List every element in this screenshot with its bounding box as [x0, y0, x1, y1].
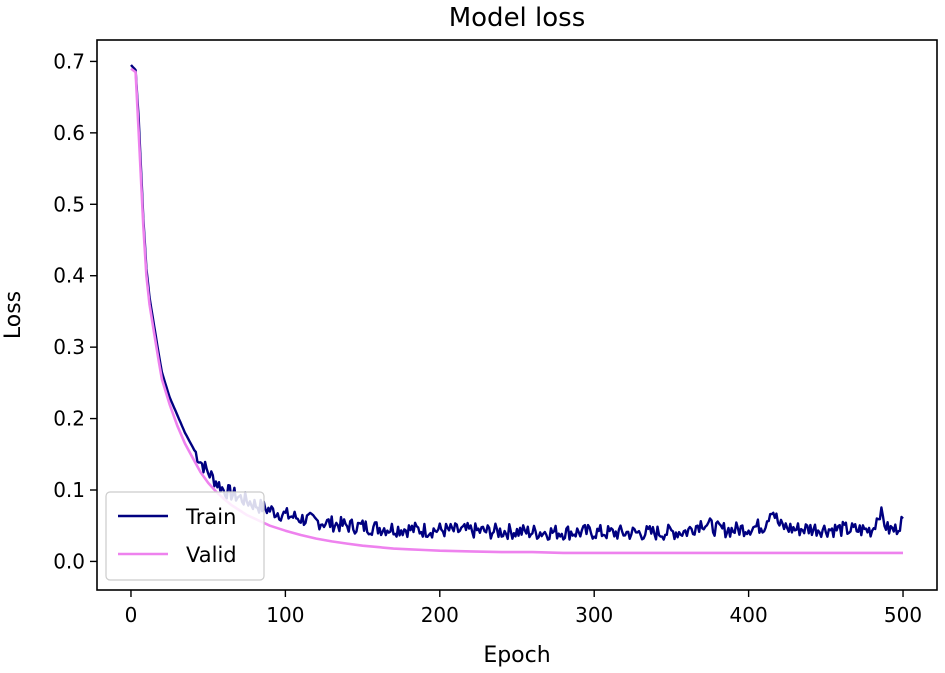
x-tick-label: 200: [421, 603, 459, 627]
y-tick-label: 0.5: [53, 192, 85, 216]
y-tick-label: 0.6: [53, 121, 85, 145]
y-tick-label: 0.0: [53, 549, 85, 573]
series-line-train: [130, 64, 904, 541]
plot-area: 0 100 200 300 400 500 0.0 0.1 0.2 0.3 0.4 0.5 0.6 0.7: [53, 39, 938, 627]
x-tick-label: 400: [730, 603, 768, 627]
x-tick-label: 500: [884, 603, 922, 627]
y-tick-label: 0.7: [53, 49, 85, 73]
y-axis-label: Loss: [1, 291, 26, 339]
y-tick-label: 0.1: [53, 478, 85, 502]
y-tick-label: 0.4: [53, 264, 85, 288]
plot-frame: [96, 39, 938, 591]
legend-box: [105, 491, 265, 581]
y-tick-label: 0.2: [53, 407, 85, 431]
x-tick-label: 0: [125, 603, 138, 627]
y-tick-label: 0.3: [53, 335, 85, 359]
legend: Train Valid: [105, 491, 265, 581]
x-tick-label: 300: [575, 603, 613, 627]
x-axis-label: Epoch: [483, 643, 550, 668]
legend-label-valid: Valid: [186, 543, 237, 567]
legend-label-train: Train: [185, 505, 236, 529]
chart-title: Model loss: [449, 3, 586, 33]
series-line-valid: [130, 67, 903, 555]
x-tick-label: 100: [266, 603, 304, 627]
